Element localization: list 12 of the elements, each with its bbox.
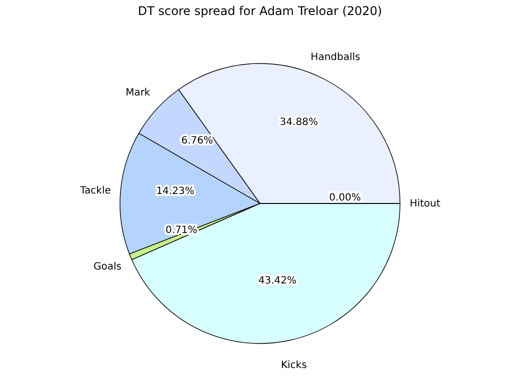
slice-label: Kicks [280,360,307,371]
data-label: 43.42% [258,276,297,287]
slice-label: Goals [93,261,122,272]
data-label: 34.88% [280,116,318,128]
data-label: 14.23% [156,186,194,197]
chart-title: DT score spread for Adam Treloar (2020) [138,4,382,18]
data-label: 6.76% [181,135,213,146]
category-label: Hitout [410,198,440,210]
slice-label: Mark [126,88,150,99]
slice-label: Tackle [79,186,111,197]
text: 0.00% [329,192,361,204]
slice-label: Handballs [310,52,360,63]
